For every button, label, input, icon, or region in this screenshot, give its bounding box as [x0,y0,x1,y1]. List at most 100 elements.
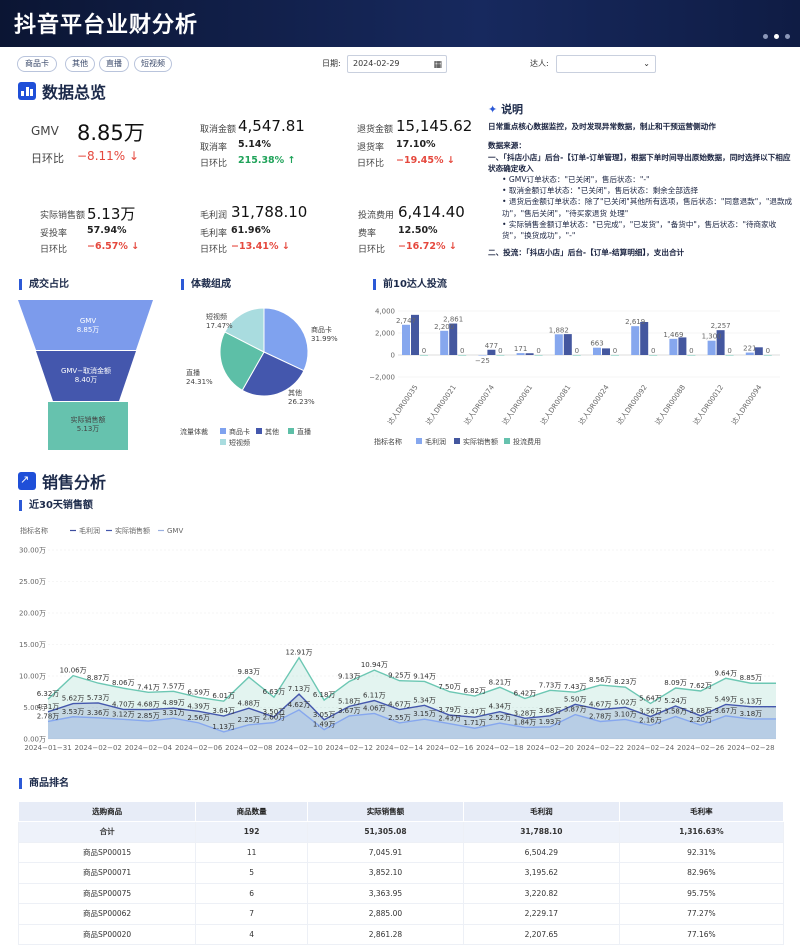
carousel-dots[interactable] [763,34,790,39]
x-tick-label: 达人DR00088 [653,383,687,426]
chip-other[interactable]: 其他 [65,56,95,72]
bar[interactable] [402,324,410,355]
data-label: 3.58万 [664,707,687,715]
bar[interactable] [458,355,467,356]
bar[interactable] [440,330,449,355]
bar[interactable] [649,355,658,356]
sparkle-icon: ✦ [488,103,498,116]
data-label: 7.73万 [539,681,562,689]
chip-short-video[interactable]: 短视频 [134,56,172,72]
data-label: 3.05万 [313,711,336,719]
series-area [48,709,776,739]
bar[interactable] [754,347,763,355]
table-row[interactable]: 商品SP00020 4 2,861.28 2,207.65 77.16% [17,923,785,945]
column-header[interactable]: 商品数量 [195,801,308,822]
bar[interactable] [516,353,525,355]
bar[interactable] [640,322,649,355]
x-tick-label: 2024−02−26 [677,744,725,752]
table-row[interactable]: 商品SP00071 5 3,852.10 3,195.62 82.96% [17,862,785,884]
x-tick-label: 达人DR00094 [729,383,763,427]
data-label: 3.50万 [263,708,286,716]
bar[interactable] [525,353,534,355]
bar[interactable] [593,347,601,355]
data-label: 8.85万 [740,674,763,682]
funnel-stage-actual[interactable] [48,402,128,450]
bar[interactable] [669,338,678,355]
bar[interactable] [449,323,458,355]
bar[interactable] [411,314,419,355]
chip-live[interactable]: 直播 [99,56,129,72]
pie-legend-label: 短视频 [229,438,250,447]
data-label: 3.15万 [413,710,436,718]
bar[interactable] [478,355,487,356]
bar[interactable] [496,355,505,356]
legend-swatch [504,438,510,444]
series-line [47,693,776,721]
bar[interactable] [745,352,754,355]
bar[interactable] [534,355,543,356]
table-row[interactable]: 商品SP00075 6 3,363.95 3,220.82 95.75% [17,882,785,904]
y-tick-label: 20.00万 [19,610,46,618]
ad-value: 6,414.40 [398,203,465,221]
data-label: 8.56万 [589,676,612,684]
sales-section-title: ↗ 销售分析 [18,469,106,493]
bar[interactable] [725,355,734,356]
funnel-stage-gmv-minus-cancel[interactable] [36,351,136,401]
data-label: 9.14万 [413,672,436,680]
table-row[interactable]: 商品SP00062 7 2,885.00 2,229.17 77.27% [17,903,785,925]
y-tick-label: −2,000 [370,374,395,382]
refund-change: −19.45% ↓ [396,155,455,166]
data-label: 5.49万 [714,695,737,703]
bar[interactable] [763,355,772,356]
bar[interactable] [631,326,640,355]
bar[interactable] [611,355,619,356]
bar[interactable] [707,340,716,355]
funnel-stage-gmv[interactable] [18,300,153,350]
bar[interactable] [687,355,696,356]
bar[interactable] [420,355,428,356]
data-label: 3.47万 [463,708,486,716]
bar[interactable] [716,330,725,355]
bar[interactable] [563,334,572,355]
bar[interactable] [554,334,563,355]
bar[interactable] [572,355,581,356]
pie-slice-label: 短视频 [206,312,227,321]
talent-select[interactable]: ⌄ [556,55,656,73]
y-tick-label: 0.00万 [23,736,46,744]
actual-change: −6.57% ↓ [87,241,140,252]
data-label: 5.64万 [639,694,662,702]
series-line [47,709,776,733]
column-header[interactable]: 毛利润 [462,801,620,822]
data-label: 3.79万 [438,706,461,714]
ad-label: 投流费用 [358,211,395,221]
arrow-down-icon: ↓ [448,241,457,252]
column-header[interactable]: 实际销售额 [307,801,464,822]
sales-area-chart: 指标名称 毛利润 实际销售额 GMV 30.00万 25.00万 20.00万 15.00万 1… [19,526,776,752]
data-label: 8.09万 [664,679,687,687]
bar[interactable] [602,348,610,355]
x-tick-label: 达人DR00074 [462,383,496,427]
date-picker[interactable]: 2024-02-29 ▦ [347,55,447,73]
data-label: 3.87万 [564,706,587,714]
bar[interactable] [678,337,687,355]
column-header[interactable]: 选购商品 [17,801,197,822]
refund-rate: 17.10% [396,139,436,150]
bar-value-label: 1,469 [663,331,683,339]
bar-value-label: 0 [613,347,617,355]
ranking-title: 商品排名 [19,778,69,789]
data-label: 2.60万 [263,714,286,722]
pie-legend-label: 直播 [297,427,311,436]
top10-title: 前10达人投流 [373,279,447,290]
bar-value-label: 0 [651,347,655,355]
chip-product-card[interactable]: 商品卡 [17,56,57,72]
column-header[interactable]: 毛利率 [618,801,785,822]
pie-slice-pct: 26.23% [288,398,315,406]
data-label: 3.64万 [212,707,235,715]
bar[interactable] [487,349,496,355]
data-label: 3.10万 [614,710,637,718]
data-label: 8.23万 [614,678,637,686]
bar-value-label: 1,882 [549,326,569,334]
pie-legend-swatch [256,428,262,434]
table-row[interactable]: 商品SP00015 11 7,045.91 6,504.29 92.31% [17,841,785,863]
data-label: 1.84万 [514,718,537,726]
